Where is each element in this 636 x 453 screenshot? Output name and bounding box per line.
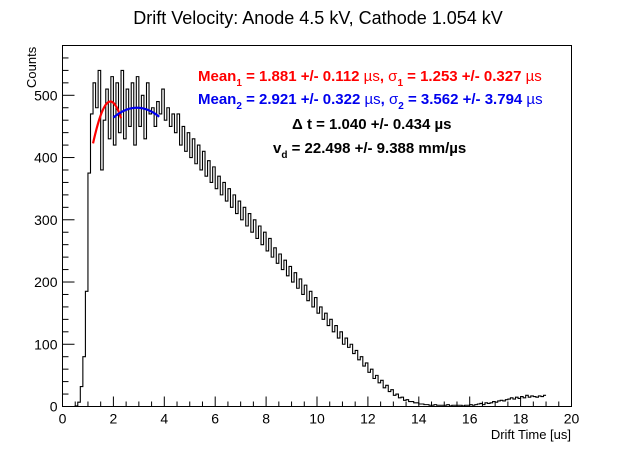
y-axis: 0 100 200 300 400 500 — [34, 45, 75, 415]
x-tick-label: 16 — [462, 411, 478, 427]
y-tick-label: 100 — [34, 336, 58, 352]
x-tick-label: 18 — [513, 411, 529, 427]
y-tick-label: 200 — [34, 274, 58, 290]
chart-title: Drift Velocity: Anode 4.5 kV, Cathode 1.… — [133, 8, 503, 28]
histogram-outline — [62, 69, 547, 408]
y-tick-label: 400 — [34, 150, 58, 166]
fit1-curve — [91, 100, 123, 144]
x-tick-label: 12 — [360, 411, 376, 427]
x-tick-label: 10 — [309, 411, 325, 427]
x-axis: 0 2 4 6 8 10 12 14 16 18 20 — [59, 396, 580, 427]
annotation-drift-velocity: vd = 22.498 +/- 9.388 mm/µs — [273, 140, 466, 161]
x-tick-label: 8 — [262, 411, 270, 427]
fit2-curve — [112, 106, 160, 119]
y-tick-label: 300 — [34, 212, 58, 228]
y-tick-label: 500 — [34, 87, 58, 103]
annotation-delta-t: Δ t = 1.040 +/- 0.434 µs — [292, 116, 452, 133]
y-tick-label: 0 — [50, 399, 58, 415]
x-tick-label: 2 — [110, 411, 118, 427]
x-tick-label: 20 — [564, 411, 580, 427]
x-tick-label: 14 — [411, 411, 427, 427]
x-axis-label: Drift Time [us] — [491, 427, 571, 442]
annotation-mean1: Mean1 = 1.881 +/- 0.112 µs, σ1 = 1.253 +… — [198, 68, 542, 89]
annotation-mean2: Mean2 = 2.921 +/- 0.322 µs, σ2 = 3.562 +… — [198, 91, 543, 112]
fit-curves — [91, 100, 160, 144]
histogram — [62, 69, 547, 408]
y-axis-label: Counts — [24, 46, 39, 88]
x-tick-label: 6 — [211, 411, 219, 427]
x-tick-label: 0 — [59, 411, 67, 427]
x-tick-label: 4 — [160, 411, 168, 427]
